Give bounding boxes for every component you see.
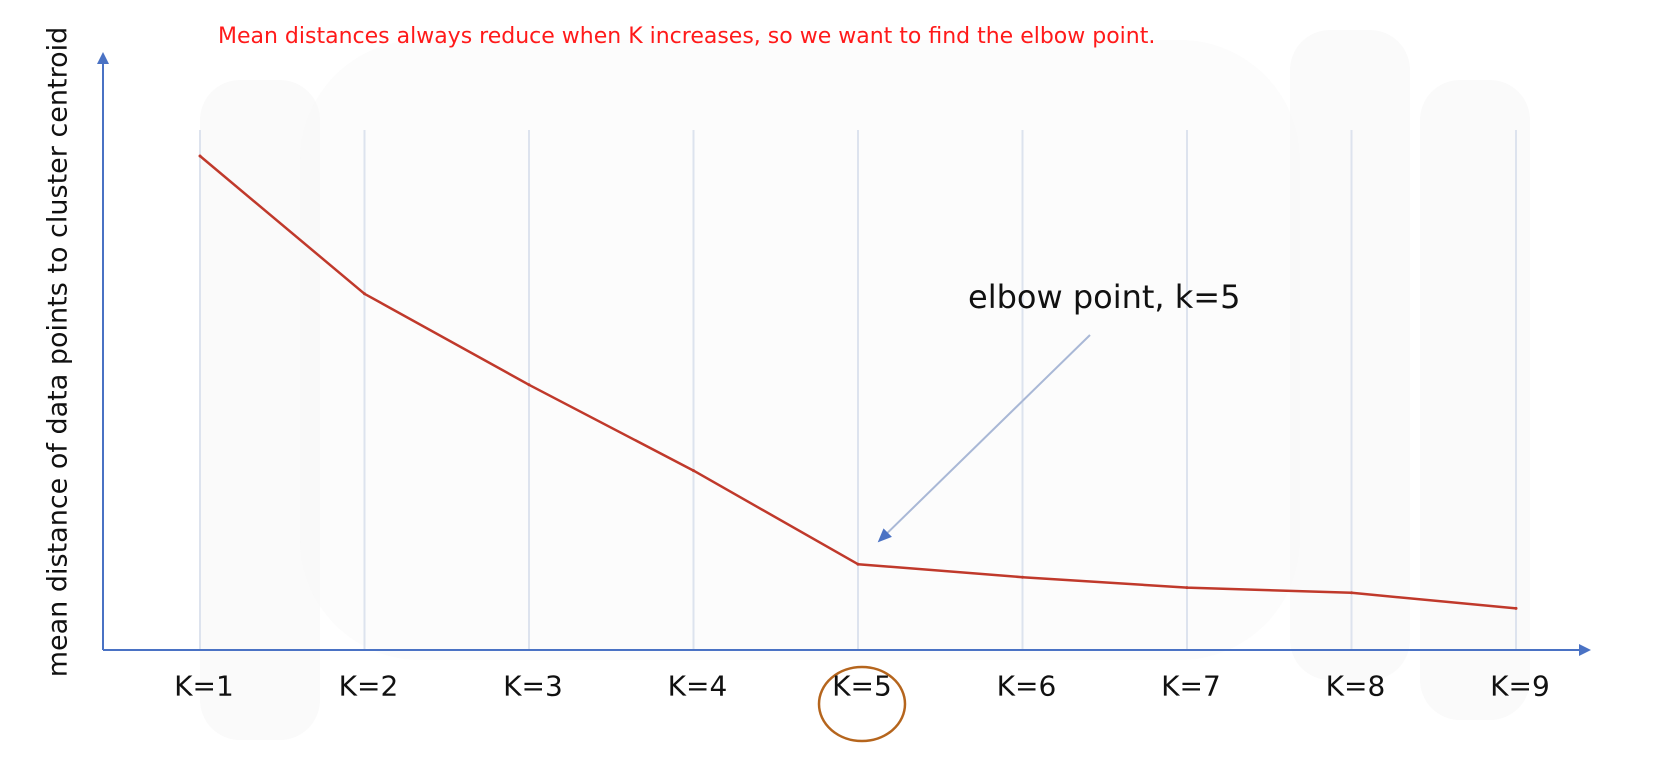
- data-point-k9: [1514, 606, 1518, 610]
- data-point-k5: [856, 562, 860, 566]
- background-shape: [200, 80, 320, 740]
- x-tick-label-k1: K=1: [174, 669, 234, 703]
- x-tick-label-k7: K=7: [1161, 669, 1221, 703]
- k5-highlight-circle: [817, 665, 907, 743]
- elbow-callout-arrow: [877, 334, 1091, 543]
- top-annotation: Mean distances always reduce when K incr…: [218, 24, 1156, 49]
- x-tick-label-k8: K=8: [1325, 669, 1386, 703]
- elbow-annotation-label: elbow point, k=5: [968, 278, 1241, 316]
- data-point-k4: [692, 469, 695, 473]
- x-tick-label-k9: K=9: [1490, 669, 1550, 703]
- x-tick-label-k3: K=3: [503, 669, 563, 703]
- data-point-k8: [1350, 591, 1353, 595]
- data-point-k6: [1021, 575, 1024, 579]
- x-tick-label-k6: K=6: [996, 669, 1057, 703]
- x-tick-label-k4: K=4: [667, 669, 728, 703]
- data-point-k1: [198, 154, 202, 158]
- data-point-k3: [527, 383, 531, 387]
- data-point-k7: [1185, 586, 1189, 590]
- background-shape: [1290, 30, 1410, 680]
- data-point-k2: [363, 292, 366, 296]
- x-tick-label-k2: K=2: [338, 669, 399, 703]
- x-tick-label-k5: K=5: [832, 669, 892, 703]
- background-shape: [1420, 80, 1530, 720]
